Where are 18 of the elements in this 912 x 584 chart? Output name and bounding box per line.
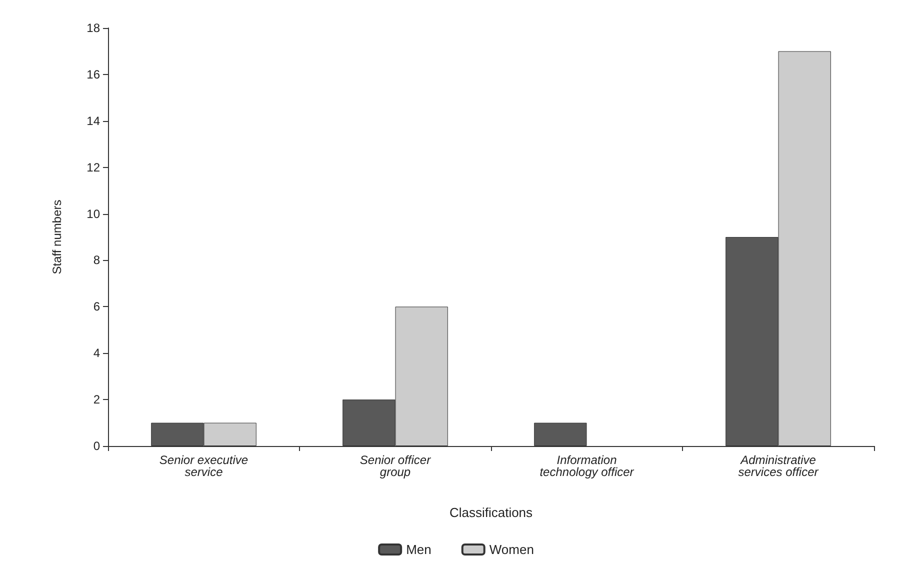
- y-tick-label: 2: [93, 392, 100, 407]
- x-tick-label: Information technology officer: [540, 453, 635, 479]
- x-tick-label: Administrative services officer: [738, 453, 820, 479]
- y-tick-label: 14: [86, 114, 100, 128]
- x-axis-title: Classifications: [449, 505, 534, 520]
- y-tick-label: 16: [86, 67, 100, 82]
- legend-label: Women: [489, 542, 534, 557]
- y-axis-title: Staff numbers: [50, 200, 64, 274]
- legend-label: Men: [406, 542, 432, 557]
- y-tick-label: 4: [93, 346, 100, 360]
- y-tick-label: 6: [93, 300, 100, 314]
- y-tick-label: 8: [93, 253, 100, 268]
- y-tick-label: 0: [93, 439, 100, 453]
- x-tick-label: Senior executive service: [159, 453, 248, 479]
- y-tick-label: 18: [86, 21, 100, 35]
- y-tick-label: 12: [86, 160, 100, 174]
- x-tick-label: Senior officer group: [360, 453, 432, 479]
- y-tick-label: 10: [86, 206, 100, 221]
